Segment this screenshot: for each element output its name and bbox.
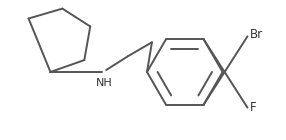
Text: F: F [249, 101, 256, 114]
Text: Br: Br [249, 28, 263, 41]
Text: NH: NH [96, 78, 113, 88]
